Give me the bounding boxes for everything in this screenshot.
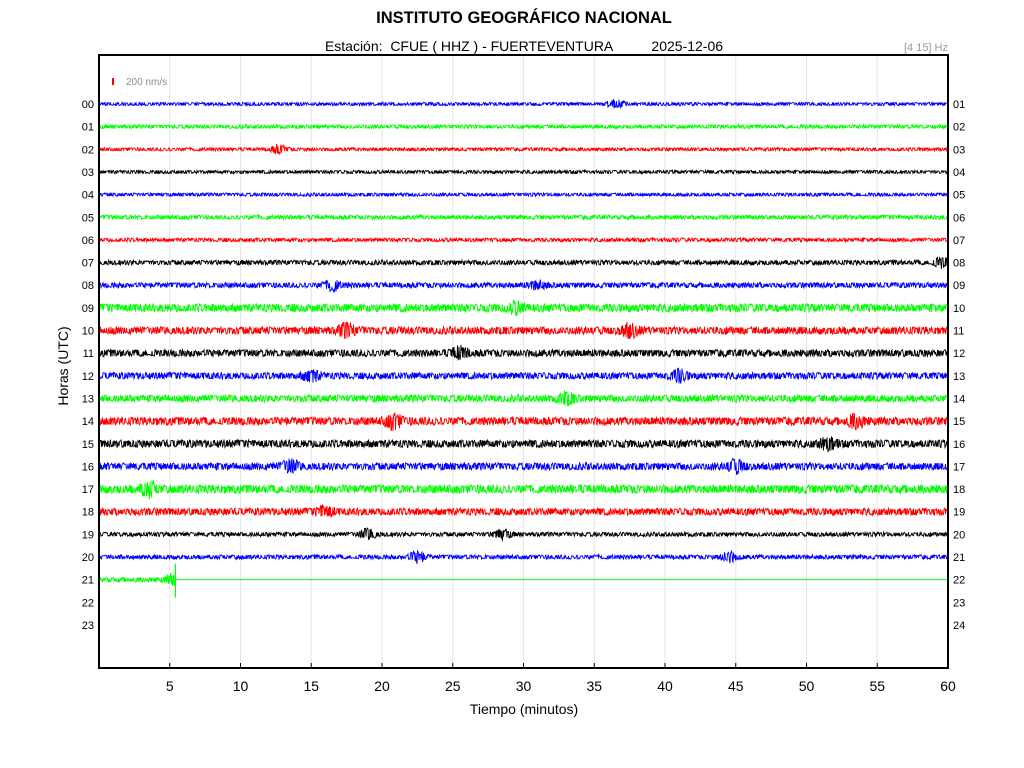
left-hour-label: 08 (82, 280, 94, 292)
trace-hour-08 (98, 279, 949, 294)
left-hour-label: 14 (82, 416, 94, 428)
left-hour-label: 00 (82, 99, 94, 111)
y-axis-label: Horas (UTC) (55, 326, 71, 405)
right-hour-label: 07 (953, 235, 965, 247)
left-hour-label: 11 (83, 348, 94, 360)
right-hour-label: 09 (953, 280, 965, 292)
right-hour-label: 11 (953, 326, 964, 338)
right-hour-label: 19 (953, 507, 965, 519)
left-hour-labels: 00 01 02 03 04 05 06 07 08 09 10 11 12 13 14 15 16 17 18 19… (82, 99, 94, 632)
trace-hour-13 (98, 390, 949, 407)
right-hour-label: 23 (953, 597, 965, 609)
x-tick-label: 5 (166, 678, 174, 694)
trace-hour-07 (98, 256, 949, 269)
left-hour-label: 10 (82, 326, 94, 338)
x-tick-label: 50 (799, 678, 815, 694)
right-hour-label: 20 (953, 529, 965, 541)
right-hour-label: 12 (953, 348, 965, 360)
left-hour-label: 15 (82, 439, 94, 451)
trace-hour-09 (98, 299, 949, 317)
grid-lines (169, 55, 878, 668)
left-hour-label: 18 (82, 507, 94, 519)
scale-bar-label: 200 nm/s (126, 77, 167, 88)
trace-hour-15 (98, 436, 949, 453)
station-name: CFUE ( HHZ ) - FUERTEVENTURA (390, 38, 613, 54)
right-hour-label: 03 (953, 144, 965, 156)
x-tick-label: 20 (374, 678, 390, 694)
left-hour-label: 02 (82, 144, 94, 156)
trace-hour-05 (98, 213, 949, 222)
right-hour-label: 01 (953, 99, 965, 111)
left-hour-label: 05 (82, 212, 94, 224)
trace-hour-21 (98, 573, 176, 586)
trace-hour-06 (98, 236, 949, 244)
x-tick-label: 15 (303, 678, 319, 694)
left-hour-label: 22 (82, 597, 94, 609)
chart-subtitle: Estación: CFUE ( HHZ ) - FUERTEVENTURA 2… (0, 38, 1024, 54)
record-date: 2025-12-06 (651, 38, 724, 54)
left-hour-label: 07 (82, 258, 94, 270)
trace-hour-18 (98, 504, 949, 518)
left-hour-label: 13 (82, 393, 94, 405)
right-hour-label: 02 (953, 122, 965, 134)
right-hour-label: 14 (953, 393, 965, 405)
right-hour-label: 05 (953, 190, 965, 202)
left-hour-label: 17 (82, 484, 94, 496)
right-hour-label: 06 (953, 212, 965, 224)
frequency-band: [4 15] Hz (903, 42, 948, 54)
station-label: Estación: (324, 38, 383, 54)
trace-hour-03 (98, 168, 949, 176)
scale-bar-marker (112, 78, 114, 85)
x-tick-label: 35 (586, 678, 602, 694)
trace-hour-19 (98, 527, 949, 542)
trace-hour-00 (98, 99, 949, 109)
trace-hour-04 (98, 191, 949, 198)
left-hour-label: 20 (82, 552, 94, 564)
left-hour-label: 19 (82, 529, 94, 541)
left-hour-label: 01 (82, 122, 94, 134)
left-hour-label: 09 (82, 303, 94, 315)
left-hour-label: 06 (82, 235, 94, 247)
right-hour-label: 21 (953, 552, 965, 564)
x-tick-label: 45 (728, 678, 744, 694)
left-hour-label: 04 (82, 190, 94, 202)
x-tick-label: 25 (445, 678, 461, 694)
x-tick-label: 55 (869, 678, 885, 694)
trace-hour-01 (98, 123, 949, 131)
right-hour-label: 15 (953, 416, 965, 428)
trace-hour-20 (98, 549, 949, 564)
trace-hour-12 (98, 367, 949, 384)
right-hour-label: 13 (953, 371, 965, 383)
trace-hour-11 (98, 344, 949, 361)
right-hour-label: 22 (953, 575, 965, 587)
right-hour-label: 24 (953, 620, 965, 632)
right-hour-label: 17 (953, 461, 965, 473)
right-hour-labels: 01 02 03 04 05 06 07 08 09 10 11 12 13 14 15 16 17 18 19 20… (953, 99, 965, 632)
trace-hour-17 (98, 479, 949, 500)
x-tick-label: 60 (940, 678, 956, 694)
x-tick-label: 30 (516, 678, 532, 694)
trace-hour-10 (98, 321, 949, 340)
right-hour-label: 18 (953, 484, 965, 496)
trace-hour-14 (98, 412, 949, 432)
right-hour-label: 16 (953, 439, 965, 451)
x-axis-ticks: 5 10 15 20 25 30 35 40 45 50 55 60 (166, 663, 956, 694)
x-tick-label: 40 (657, 678, 673, 694)
x-tick-label: 10 (233, 678, 249, 694)
right-hour-label: 10 (953, 303, 965, 315)
left-hour-label: 21 (82, 575, 94, 587)
scale-bar: 200 nm/s (112, 77, 167, 88)
left-hour-label: 23 (82, 620, 94, 632)
right-hour-label: 08 (953, 258, 965, 270)
seismic-traces (98, 99, 949, 598)
trace-hour-16 (98, 457, 949, 475)
left-hour-label: 12 (82, 371, 94, 383)
left-hour-label: 16 (82, 461, 94, 473)
right-hour-label: 04 (953, 167, 965, 179)
x-axis-label: Tiempo (minutos) (470, 701, 578, 717)
left-hour-label: 03 (82, 167, 94, 179)
trace-hour-02 (98, 143, 949, 156)
chart-title: INSTITUTO GEOGRÁFICO NACIONAL (376, 9, 672, 27)
